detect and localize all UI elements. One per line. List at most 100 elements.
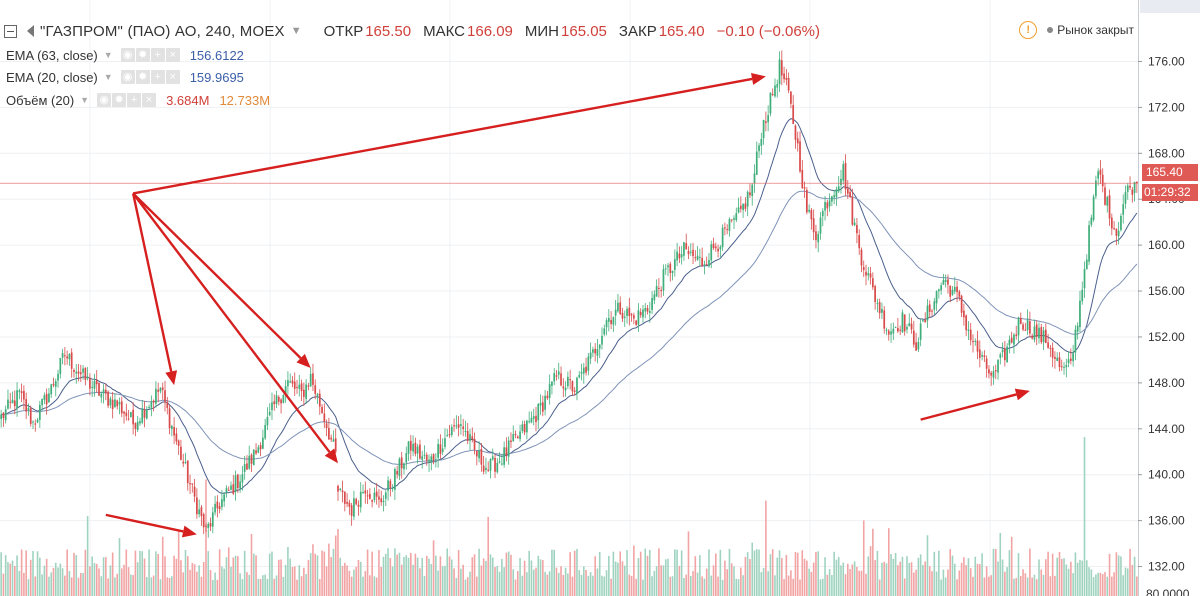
candle-body — [673, 259, 676, 270]
eye-icon[interactable]: ◉ — [97, 93, 112, 107]
volume-bar — [159, 579, 162, 596]
candle-body — [714, 246, 717, 249]
indicator-ema-20[interactable]: EMA (20, close) ▼ ◉ ✹ + × 159.9695 — [6, 67, 244, 87]
candle-body — [635, 320, 638, 325]
volume-bar — [227, 547, 230, 596]
volume-bars — [0, 437, 1138, 596]
gear-icon[interactable]: ✹ — [135, 48, 150, 62]
chevron-down-icon[interactable]: ▼ — [103, 72, 113, 82]
candle-body — [268, 411, 271, 416]
close-icon[interactable]: × — [142, 93, 157, 107]
volume-bar — [953, 563, 956, 596]
volume-bar — [77, 577, 80, 596]
volume-bar — [523, 560, 526, 596]
candle-body — [885, 329, 888, 331]
volume-bar — [1106, 576, 1109, 596]
volume-bar — [241, 579, 244, 596]
volume-bar — [580, 574, 583, 596]
volume-bar — [532, 569, 535, 596]
eye-icon[interactable]: ◉ — [120, 70, 135, 84]
volume-bar — [694, 556, 697, 596]
candle-body — [1031, 335, 1034, 339]
candle-body — [428, 459, 430, 462]
candle-body — [191, 483, 194, 485]
volume-bar — [68, 571, 71, 596]
volume-bar — [951, 555, 954, 596]
candle-body — [856, 224, 858, 234]
volume-bar — [1019, 576, 1022, 596]
indicator-volume[interactable]: Объём (20) ▼ ◉ ✹ + × 3.684M 12.733M — [6, 90, 270, 110]
candle-body — [1097, 171, 1100, 179]
candle-body — [205, 525, 207, 527]
close-icon[interactable]: × — [165, 70, 180, 84]
volume-bar — [755, 549, 758, 596]
plus-icon[interactable]: + — [150, 70, 165, 84]
candle-body — [52, 383, 55, 386]
price-axis[interactable]: 176.00172.00168.00164.00160.00156.00152.… — [1138, 0, 1200, 596]
volume-bar — [334, 535, 337, 596]
volume-bar — [671, 576, 674, 596]
chevron-down-icon[interactable]: ▼ — [80, 95, 90, 105]
indicator-ema-63[interactable]: EMA (63, close) ▼ ◉ ✹ + × 156.6122 — [6, 45, 244, 65]
volume-bar — [237, 556, 239, 596]
candle-body — [9, 401, 12, 403]
volume-bar — [692, 571, 694, 596]
arrow-line — [131, 193, 173, 372]
volume-bar — [157, 554, 159, 596]
volume-bar — [810, 571, 813, 596]
candle-body — [434, 459, 437, 461]
indicator-name[interactable]: EMA (63, close) — [6, 47, 98, 63]
volume-bar — [582, 566, 585, 596]
collapse-icon[interactable] — [4, 24, 17, 38]
candle-body — [728, 219, 731, 231]
volume-bar — [250, 533, 253, 596]
chart-grid — [0, 0, 1138, 596]
candle-body — [84, 367, 87, 380]
warning-icon[interactable]: ! — [1019, 21, 1038, 39]
volume-bar — [428, 558, 430, 596]
volume-bar — [516, 571, 519, 596]
volume-bar — [557, 572, 560, 596]
flag-icon[interactable] — [27, 25, 34, 37]
candle-body — [136, 421, 139, 430]
volume-bar — [824, 557, 826, 596]
volume-bar — [416, 557, 419, 596]
plus-icon[interactable]: + — [150, 48, 165, 62]
indicator-name[interactable]: Объём (20) — [6, 92, 75, 108]
candle-body — [623, 316, 626, 318]
volume-bar — [439, 556, 442, 596]
candle-body — [503, 447, 505, 465]
volume-bar — [141, 551, 144, 596]
close-icon[interactable]: × — [165, 48, 180, 62]
gear-icon[interactable]: ✹ — [112, 93, 127, 107]
gear-icon[interactable]: ✹ — [135, 70, 150, 84]
eye-icon[interactable]: ◉ — [120, 48, 135, 62]
volume-bar — [80, 572, 82, 596]
chevron-down-icon[interactable]: ▼ — [103, 50, 113, 60]
candle-body — [23, 390, 25, 400]
indicator-name[interactable]: EMA (20, close) — [6, 69, 98, 85]
candle-body — [897, 328, 899, 332]
plus-icon[interactable]: + — [127, 93, 142, 107]
volume-bar — [860, 570, 863, 596]
symbol-title[interactable]: "ГАЗПРОМ" (ПАО) АО, 240, MOEX — [40, 22, 285, 40]
volume-bar — [760, 572, 763, 596]
volume-bar — [512, 569, 515, 596]
candle-body — [389, 480, 392, 488]
chevron-down-icon[interactable]: ▼ — [290, 25, 302, 37]
volume-bar — [1122, 575, 1125, 596]
candle-body — [391, 487, 394, 489]
candle-body — [118, 402, 121, 405]
candle-body — [867, 273, 870, 276]
candle-body — [455, 425, 458, 427]
candle-body — [500, 463, 503, 465]
toolbar-corner[interactable] — [1140, 0, 1200, 13]
candle-body — [960, 295, 963, 313]
candle-body — [737, 207, 740, 213]
volume-bar — [293, 566, 296, 596]
candle-body — [362, 492, 364, 494]
candle-body — [1022, 324, 1024, 330]
candle-body — [965, 315, 968, 331]
candle-body — [494, 457, 496, 472]
